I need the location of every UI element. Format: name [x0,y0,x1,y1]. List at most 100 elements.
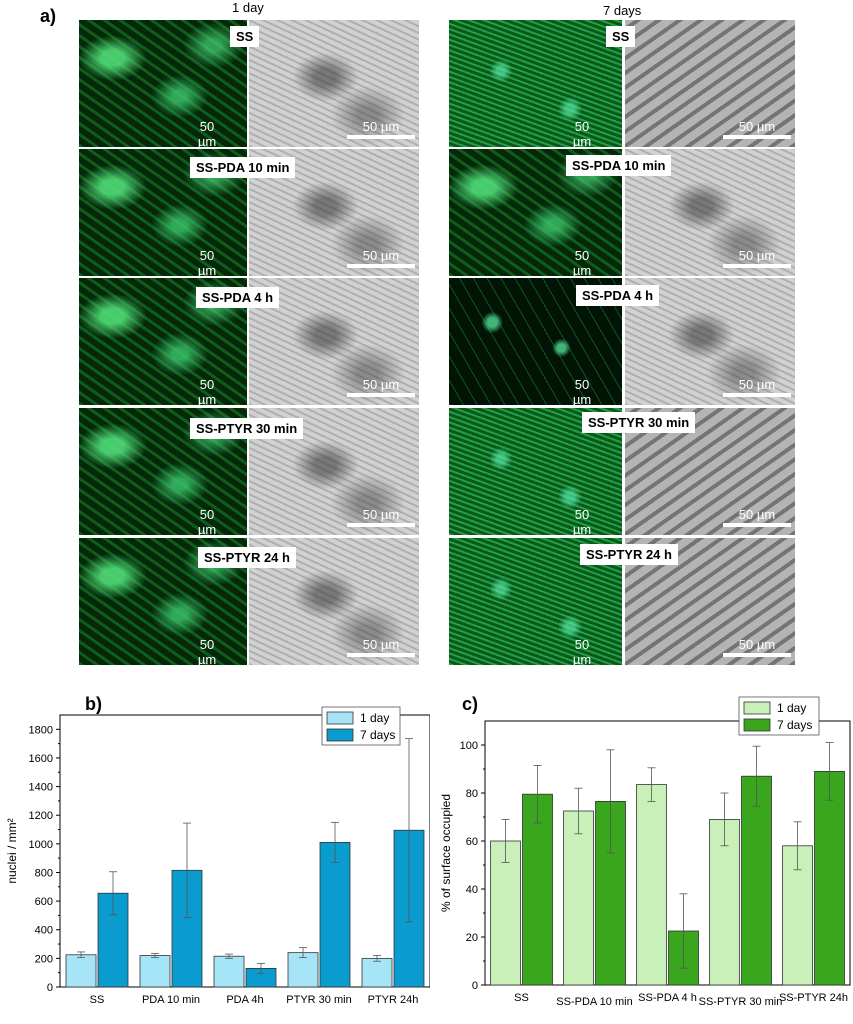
sem-image-left-1 [249,20,419,147]
sample-label-left-2: SS-PDA 10 min [190,157,296,178]
scale-bar-label: 50 µm [738,377,776,392]
bar-1-day-3 [213,955,245,988]
x-tick-label: PDA 4h [226,994,263,1006]
scale-bar-line [347,264,415,268]
sem-scale-bar-left-4: 50 µm [347,507,415,527]
y-tick-label: 100 [460,740,478,752]
sample-label-right-3: SS-PDA 4 h [576,285,660,306]
scale-bar-label: 50 µm [197,507,217,537]
scale-bar-label: 50 µm [738,507,776,522]
sample-label-right-5: SS-PTYR 24 h [580,544,678,565]
bar-1-day-5 [361,957,393,988]
col-title-1-day: 1 day [232,0,264,15]
y-axis-label: nuclei / mm² [5,818,19,883]
legend-swatch [326,711,354,725]
sample-label-right-1: SS [606,26,636,47]
scale-bar-line [197,668,217,672]
legend-swatch [743,718,771,732]
scale-bar-label: 50 µm [362,119,400,134]
legend-label: 7 days [777,718,812,732]
fluo-scale-bar-left-5: 50 µm [197,637,217,672]
sample-label-left-1: SS [230,26,260,47]
scale-bar-label: 50 µm [197,377,217,407]
bar-1-day-2 [563,810,594,986]
fluorescence-image-right-3 [449,278,622,405]
scale-bar-line [723,523,791,527]
legend-swatch [743,701,771,715]
col-title-7-days: 7 days [603,3,642,18]
legend-label: 1 day [777,701,806,715]
scale-bar-label: 50 µm [572,637,592,667]
sem-scale-bar-right-2: 50 µm [723,248,791,268]
fluo-scale-bar-left-3: 50 µm [197,377,217,412]
fluo-scale-bar-right-4: 50 µm [572,507,592,542]
legend-swatch [326,728,354,742]
scale-bar-line [723,264,791,268]
fluo-scale-bar-right-3: 50 µm [572,377,592,412]
sem-image-right-2 [625,149,795,276]
sample-label-right-2: SS-PDA 10 min [566,155,672,176]
scale-bar-label: 50 µm [738,248,776,263]
bar-7-days-4 [319,842,351,988]
bar-1-day-4 [287,952,319,988]
bar-1-day-3 [636,784,667,986]
sem-scale-bar-left-3: 50 µm [347,377,415,397]
bar-1-day-1 [65,954,97,988]
plot-frame [59,714,430,988]
y-tick-label: 0 [47,982,53,994]
scale-bar-line [347,653,415,657]
sem-image-right-1 [625,20,795,147]
y-tick-label: 1600 [29,753,53,765]
scale-bar-label: 50 µm [362,507,400,522]
sample-label-left-5: SS-PTYR 24 h [198,547,296,568]
sample-label-left-3: SS-PDA 4 h [196,287,280,308]
chart-b: 0 200 400 600 800 1000 1200 1400 1600 1800 nuclei … [5,706,430,1006]
y-tick-label: 80 [466,788,478,800]
y-tick-label: 60 [466,836,478,848]
panel-b-label: b) [85,694,102,714]
y-tick-label: 1400 [29,782,53,794]
scale-bar-line [347,135,415,139]
scale-bar-label: 50 µm [197,248,217,278]
x-tick-label: SS-PDA 4 h [638,992,697,1004]
x-tick-label: PTYR 30 min [286,994,351,1006]
sem-image-left-5 [249,538,419,665]
scale-bar-label: 50 µm [572,119,592,149]
scale-bar-label: 50 µm [738,637,776,652]
sem-scale-bar-left-2: 50 µm [347,248,415,268]
sem-scale-bar-left-1: 50 µm [347,119,415,139]
scale-bar-label: 50 µm [197,637,217,667]
sem-scale-bar-right-4: 50 µm [723,507,791,527]
y-axis-label: % of surface occupied [439,794,453,912]
scale-bar-line [572,668,592,672]
scale-bar-line [723,653,791,657]
x-tick-label: PTYR 24h [368,994,419,1006]
scale-bar-line [347,393,415,397]
fluorescence-image-left-5 [79,538,247,665]
y-tick-label: 1800 [29,724,53,736]
fluorescence-image-left-1 [79,20,247,147]
x-tick-label: SS-PTYR 24h [779,992,848,1004]
sem-scale-bar-right-5: 50 µm [723,637,791,657]
y-tick-label: 1000 [29,839,53,851]
legend-label: 7 days [360,728,395,742]
fluo-scale-bar-right-5: 50 µm [572,637,592,672]
chart-c: 0 20 40 60 80 100 % of surface occupied SS SS-PD… [439,696,851,1008]
bar-1-day-2 [139,955,171,988]
y-tick-label: 400 [35,925,53,937]
y-tick-label: 800 [35,867,53,879]
scale-bar-label: 50 µm [572,248,592,278]
y-tick-label: 40 [466,884,478,896]
bar-1-day-4 [709,819,740,986]
fluorescence-image-right-1 [449,20,622,147]
scale-bar-label: 50 µm [572,507,592,537]
scale-bar-label: 50 µm [362,248,400,263]
y-tick-label: 1200 [29,810,53,822]
x-tick-label: PDA 10 min [142,994,200,1006]
y-tick-label: 0 [472,980,478,992]
sample-label-right-4: SS-PTYR 30 min [582,412,696,433]
x-tick-label: SS-PDA 10 min [556,996,632,1008]
fluo-scale-bar-left-4: 50 µm [197,507,217,542]
panel-a-label: a) [40,6,57,26]
x-tick-label: SS-PTYR 30 min [699,996,783,1008]
